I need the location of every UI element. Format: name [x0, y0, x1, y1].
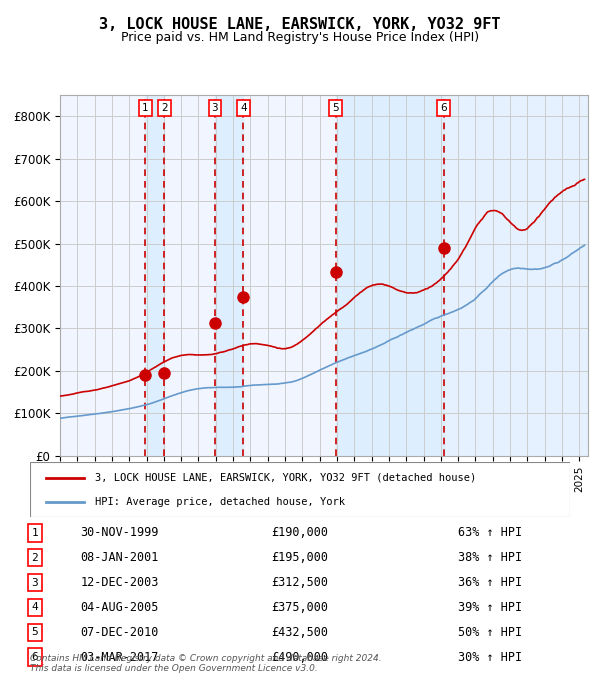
Bar — [215, 95, 244, 456]
Text: £190,000: £190,000 — [271, 526, 329, 539]
Text: 39% ↑ HPI: 39% ↑ HPI — [458, 601, 522, 614]
Text: 2: 2 — [32, 553, 38, 562]
Text: £490,000: £490,000 — [271, 651, 329, 664]
Text: £432,500: £432,500 — [271, 626, 329, 639]
Text: 04-AUG-2005: 04-AUG-2005 — [80, 601, 159, 614]
Text: 63% ↑ HPI: 63% ↑ HPI — [458, 526, 522, 539]
Text: 6: 6 — [440, 103, 447, 113]
Text: 2: 2 — [161, 103, 168, 113]
Text: Contains HM Land Registry data © Crown copyright and database right 2024.: Contains HM Land Registry data © Crown c… — [30, 654, 382, 663]
Text: 4: 4 — [32, 602, 38, 613]
Text: £195,000: £195,000 — [271, 551, 329, 564]
Text: £312,500: £312,500 — [271, 576, 329, 589]
Text: £375,000: £375,000 — [271, 601, 329, 614]
Text: 1: 1 — [32, 528, 38, 538]
Text: 3: 3 — [212, 103, 218, 113]
Text: This data is licensed under the Open Government Licence v3.0.: This data is licensed under the Open Gov… — [30, 664, 318, 673]
Text: HPI: Average price, detached house, York: HPI: Average price, detached house, York — [95, 496, 345, 507]
Text: 4: 4 — [240, 103, 247, 113]
Text: 50% ↑ HPI: 50% ↑ HPI — [458, 626, 522, 639]
Text: 3: 3 — [32, 577, 38, 588]
Text: 07-DEC-2010: 07-DEC-2010 — [80, 626, 159, 639]
Text: 30-NOV-1999: 30-NOV-1999 — [80, 526, 159, 539]
Text: 5: 5 — [332, 103, 339, 113]
Text: 1: 1 — [142, 103, 148, 113]
Text: 03-MAR-2017: 03-MAR-2017 — [80, 651, 159, 664]
Text: 08-JAN-2001: 08-JAN-2001 — [80, 551, 159, 564]
Text: 5: 5 — [32, 628, 38, 637]
Text: 12-DEC-2003: 12-DEC-2003 — [80, 576, 159, 589]
Bar — [336, 95, 444, 456]
Text: 6: 6 — [32, 652, 38, 662]
Text: 30% ↑ HPI: 30% ↑ HPI — [458, 651, 522, 664]
Text: 3, LOCK HOUSE LANE, EARSWICK, YORK, YO32 9FT: 3, LOCK HOUSE LANE, EARSWICK, YORK, YO32… — [99, 17, 501, 32]
Bar — [444, 95, 593, 456]
Text: 38% ↑ HPI: 38% ↑ HPI — [458, 551, 522, 564]
Text: 36% ↑ HPI: 36% ↑ HPI — [458, 576, 522, 589]
FancyBboxPatch shape — [30, 462, 570, 517]
Bar — [145, 95, 164, 456]
Text: 3, LOCK HOUSE LANE, EARSWICK, YORK, YO32 9FT (detached house): 3, LOCK HOUSE LANE, EARSWICK, YORK, YO32… — [95, 473, 476, 483]
Text: Price paid vs. HM Land Registry's House Price Index (HPI): Price paid vs. HM Land Registry's House … — [121, 31, 479, 44]
